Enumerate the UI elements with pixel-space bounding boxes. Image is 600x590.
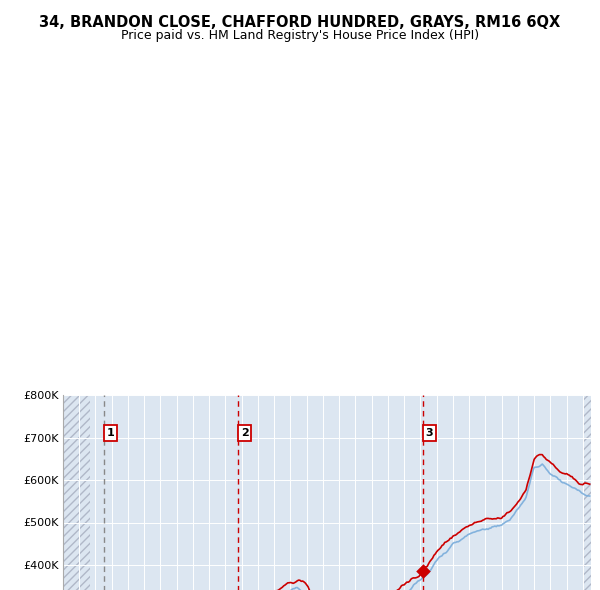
Text: 1: 1	[107, 428, 115, 438]
Point	[418, 566, 427, 576]
Text: 3: 3	[426, 428, 433, 438]
Text: 2: 2	[241, 428, 248, 438]
Text: 34, BRANDON CLOSE, CHAFFORD HUNDRED, GRAYS, RM16 6QX: 34, BRANDON CLOSE, CHAFFORD HUNDRED, GRA…	[40, 15, 560, 30]
Text: Price paid vs. HM Land Registry's House Price Index (HPI): Price paid vs. HM Land Registry's House …	[121, 30, 479, 42]
